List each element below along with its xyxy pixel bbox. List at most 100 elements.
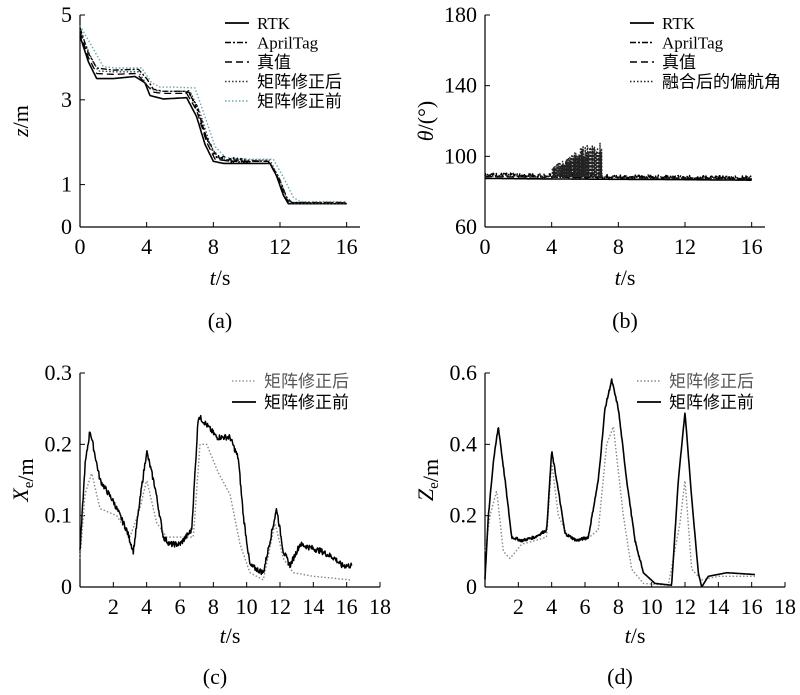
x-tick-label: 16 [741, 594, 763, 619]
y-axis-label-symbol: Z [413, 488, 438, 501]
y-tick-label: 0.2 [450, 503, 478, 528]
x-tick-label: 12 [269, 594, 291, 619]
legend-label: AprilTag [662, 34, 724, 53]
x-tick-label: 12 [674, 594, 696, 619]
x-tick-label: 6 [580, 594, 591, 619]
y-tick-label: 0.2 [45, 431, 73, 456]
x-tick-label: 8 [613, 594, 624, 619]
legend-label: 矩阵修正前 [264, 393, 349, 412]
legend-label: 真值 [257, 53, 291, 72]
y-tick-label: 0.6 [450, 360, 478, 385]
x-axis-label-symbol: t [625, 623, 632, 648]
legend-label: 矩阵修正后 [264, 372, 349, 391]
x-tick-label: 2 [108, 594, 119, 619]
y-tick-label: 60 [455, 214, 477, 239]
series-line [484, 378, 756, 588]
x-tick-label: 4 [546, 594, 557, 619]
y-axis-label-symbol: θ [413, 130, 438, 141]
x-tick-label: 8 [208, 234, 219, 259]
x-tick-label: 10 [641, 594, 663, 619]
legend-label: RTK [257, 14, 291, 33]
y-axis-label: Xe/m [8, 458, 38, 502]
y-axis-label-subscript: e [21, 481, 37, 488]
x-axis-label-symbol: t [210, 265, 217, 290]
x-axis-label-unit: /s [621, 265, 636, 290]
y-tick-label: 0.1 [45, 503, 73, 528]
y-tick-label: 0 [61, 574, 72, 599]
x-tick-label: 18 [774, 594, 796, 619]
y-axis-label-unit: /(°) [413, 101, 438, 131]
y-tick-label: 100 [444, 143, 477, 168]
y-tick-label: 180 [444, 2, 477, 27]
x-axis-label: t/s [210, 265, 231, 290]
chart-b: 60 100 140 180 0 4 8 12 16 t/s θ/(°) (b) RTKAprilTag… [413, 2, 781, 333]
legend-label: 矩阵修正前 [257, 92, 342, 111]
x-axis-label-symbol: t [615, 265, 622, 290]
series-line [79, 414, 353, 576]
y-tick-label: 0.3 [45, 360, 73, 385]
x-axis-label: t/s [615, 265, 636, 290]
x-tick-label: 18 [369, 594, 391, 619]
x-tick-label: 0 [75, 234, 86, 259]
series-line [79, 27, 347, 204]
y-axis-label-symbol: X [8, 487, 33, 503]
x-tick-label: 14 [302, 594, 324, 619]
series-line [484, 142, 752, 180]
y-axis-label-symbol: z [8, 128, 33, 138]
legend-label: RTK [662, 14, 696, 33]
x-tick-label: 16 [336, 594, 358, 619]
series-line [79, 31, 347, 204]
y-tick-label: 0 [466, 574, 477, 599]
y-axis-label-subscript: e [426, 482, 442, 489]
y-tick-label: 0 [61, 214, 72, 239]
y-tick-label: 0.4 [450, 431, 478, 456]
legend-label: 真值 [662, 53, 696, 72]
panel-label: (a) [208, 308, 232, 333]
x-axis-label-unit: /s [631, 623, 646, 648]
x-tick-label: 2 [513, 594, 524, 619]
x-tick-label: 12 [269, 234, 291, 259]
y-tick-label: 140 [444, 73, 477, 98]
panel-label: (c) [203, 664, 227, 689]
chart-c: 0 0.1 0.2 0.3 2 4 6 8 10 12 14 16 18 t/s Xe/m (c) 矩阵修正后矩… [8, 360, 391, 689]
x-tick-label: 16 [741, 234, 763, 259]
series-line [484, 426, 756, 586]
x-axis-label-unit: /s [216, 265, 231, 290]
series-line [79, 443, 351, 581]
x-tick-label: 10 [236, 594, 258, 619]
x-tick-label: 14 [707, 594, 729, 619]
series-line [79, 29, 347, 205]
legend-label: 矩阵修正后 [669, 372, 754, 391]
y-axis-label: θ/(°) [413, 101, 438, 141]
x-tick-label: 4 [141, 234, 152, 259]
x-axis-label: t/s [625, 623, 646, 648]
x-tick-label: 6 [175, 594, 186, 619]
y-tick-label: 5 [61, 2, 72, 27]
x-tick-label: 12 [674, 234, 696, 259]
chart-d: 0 0.2 0.4 0.6 2 4 6 8 10 12 14 16 18 t/s Ze/m (d) 矩阵修正后矩… [413, 360, 796, 689]
x-tick-label: 16 [336, 234, 358, 259]
chart-a: 0 1 3 5 0 4 8 12 16 t/s z/m (a) RTKAprilTag真值矩阵修正后矩阵… [8, 2, 360, 333]
legend-label: 融合后的偏航角 [662, 73, 781, 92]
y-axis-label-unit: /m [418, 459, 443, 482]
legend-label: 矩阵修正后 [257, 73, 342, 92]
x-tick-label: 4 [141, 594, 152, 619]
x-axis-label-unit: /s [226, 623, 241, 648]
legend-label: 矩阵修正前 [669, 393, 754, 412]
y-axis-label-unit: /m [8, 105, 33, 128]
series-line [79, 25, 347, 203]
y-axis-label: Ze/m [413, 459, 443, 501]
x-tick-label: 8 [613, 234, 624, 259]
x-tick-label: 8 [208, 594, 219, 619]
x-tick-label: 4 [546, 234, 557, 259]
panel-label: (d) [607, 664, 633, 689]
panel-label: (b) [612, 308, 638, 333]
legend-label: AprilTag [257, 34, 319, 53]
series-line [79, 35, 347, 205]
x-tick-label: 0 [480, 234, 491, 259]
x-axis-label: t/s [220, 623, 241, 648]
y-axis-label-unit: /m [13, 458, 38, 481]
y-tick-label: 3 [61, 87, 72, 112]
x-axis-label-symbol: t [220, 623, 227, 648]
